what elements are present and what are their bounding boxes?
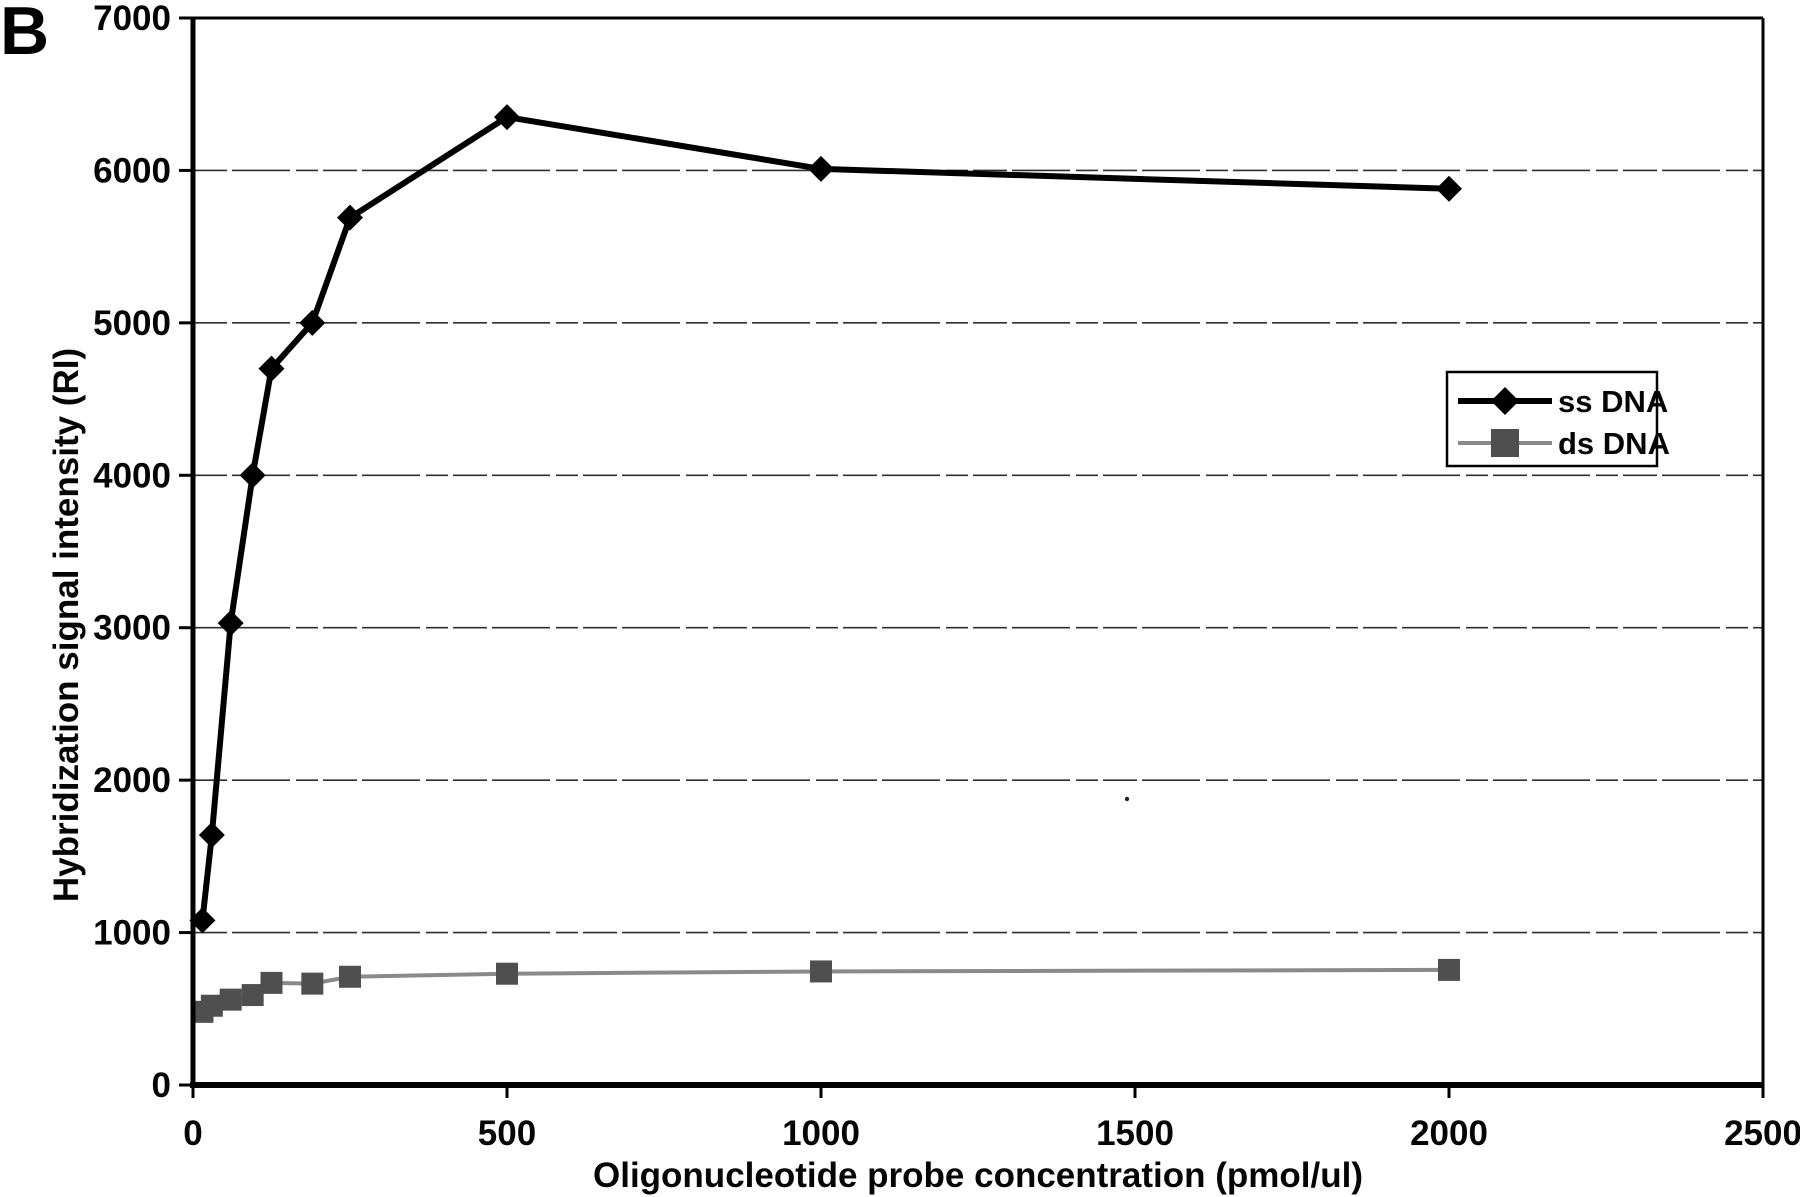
data-point-diamond-icon [198, 822, 225, 849]
data-point-square-icon [301, 972, 324, 995]
legend-label-ds-dna: ds DNA [1558, 426, 1670, 461]
tick-labels-layer: 0 1000 2000 3000 4000 5000 6000 7000 0 500 1000 150… [93, 0, 1800, 1153]
data-point-square-icon [339, 965, 361, 988]
data-point-diamond-icon [808, 155, 834, 182]
data-point-square-icon [219, 988, 242, 1011]
data-point-diamond-icon [494, 104, 520, 131]
series-layer [189, 104, 1462, 1023]
data-point-diamond-icon [337, 204, 363, 231]
data-point-diamond-icon [217, 610, 244, 637]
y-axis-title: Hybridization signal intensity (RI) [47, 348, 86, 902]
data-point-square-icon [260, 971, 283, 994]
axes-layer [179, 16, 1765, 1098]
data-point-diamond-icon [189, 907, 216, 934]
legend-marker-ss-diamond-icon [1491, 387, 1519, 415]
x-tick-label-2000: 2000 [1410, 1114, 1488, 1153]
panel-label: B [0, 0, 49, 69]
data-point-square-icon [496, 962, 518, 985]
x-axis-title: Oligonucleotide probe concentration (pmo… [593, 1156, 1363, 1195]
y-tick-label-4000: 4000 [93, 456, 171, 495]
y-tick-label-0: 0 [152, 1066, 171, 1105]
y-tick-label-5000: 5000 [93, 304, 171, 343]
data-point-diamond-icon [239, 462, 266, 489]
x-tick-label-1000: 1000 [782, 1114, 860, 1153]
gridlines-layer [193, 169, 1763, 934]
y-tick-label-7000: 7000 [93, 0, 171, 38]
x-tick-label-0: 0 [183, 1114, 202, 1153]
data-point-diamond-icon [258, 355, 285, 382]
y-tick-label-3000: 3000 [93, 609, 171, 648]
series-line-ss-dna [199, 113, 1450, 921]
y-tick-label-2000: 2000 [93, 761, 171, 800]
legend-label-ss-dna: ss DNA [1558, 384, 1668, 419]
legend-marker-ds-square-icon [1491, 429, 1519, 457]
y-tick-label-6000: 6000 [93, 151, 171, 190]
legend-box [1445, 370, 1659, 468]
data-point-square-icon [1438, 958, 1460, 981]
data-point-square-icon [241, 984, 264, 1007]
x-tick-label-2500: 2500 [1724, 1114, 1800, 1153]
x-tick-label-500: 500 [478, 1114, 536, 1153]
data-point-diamond-icon [1436, 175, 1462, 202]
x-tick-label-1500: 1500 [1096, 1114, 1174, 1153]
data-point-square-icon [810, 960, 832, 983]
y-tick-label-1000: 1000 [93, 914, 171, 953]
data-point-diamond-icon [299, 309, 326, 336]
scan-speck [1124, 796, 1130, 802]
data-point-square-icon [200, 994, 223, 1017]
legend: ss DNA ds DNA [1445, 370, 1670, 468]
